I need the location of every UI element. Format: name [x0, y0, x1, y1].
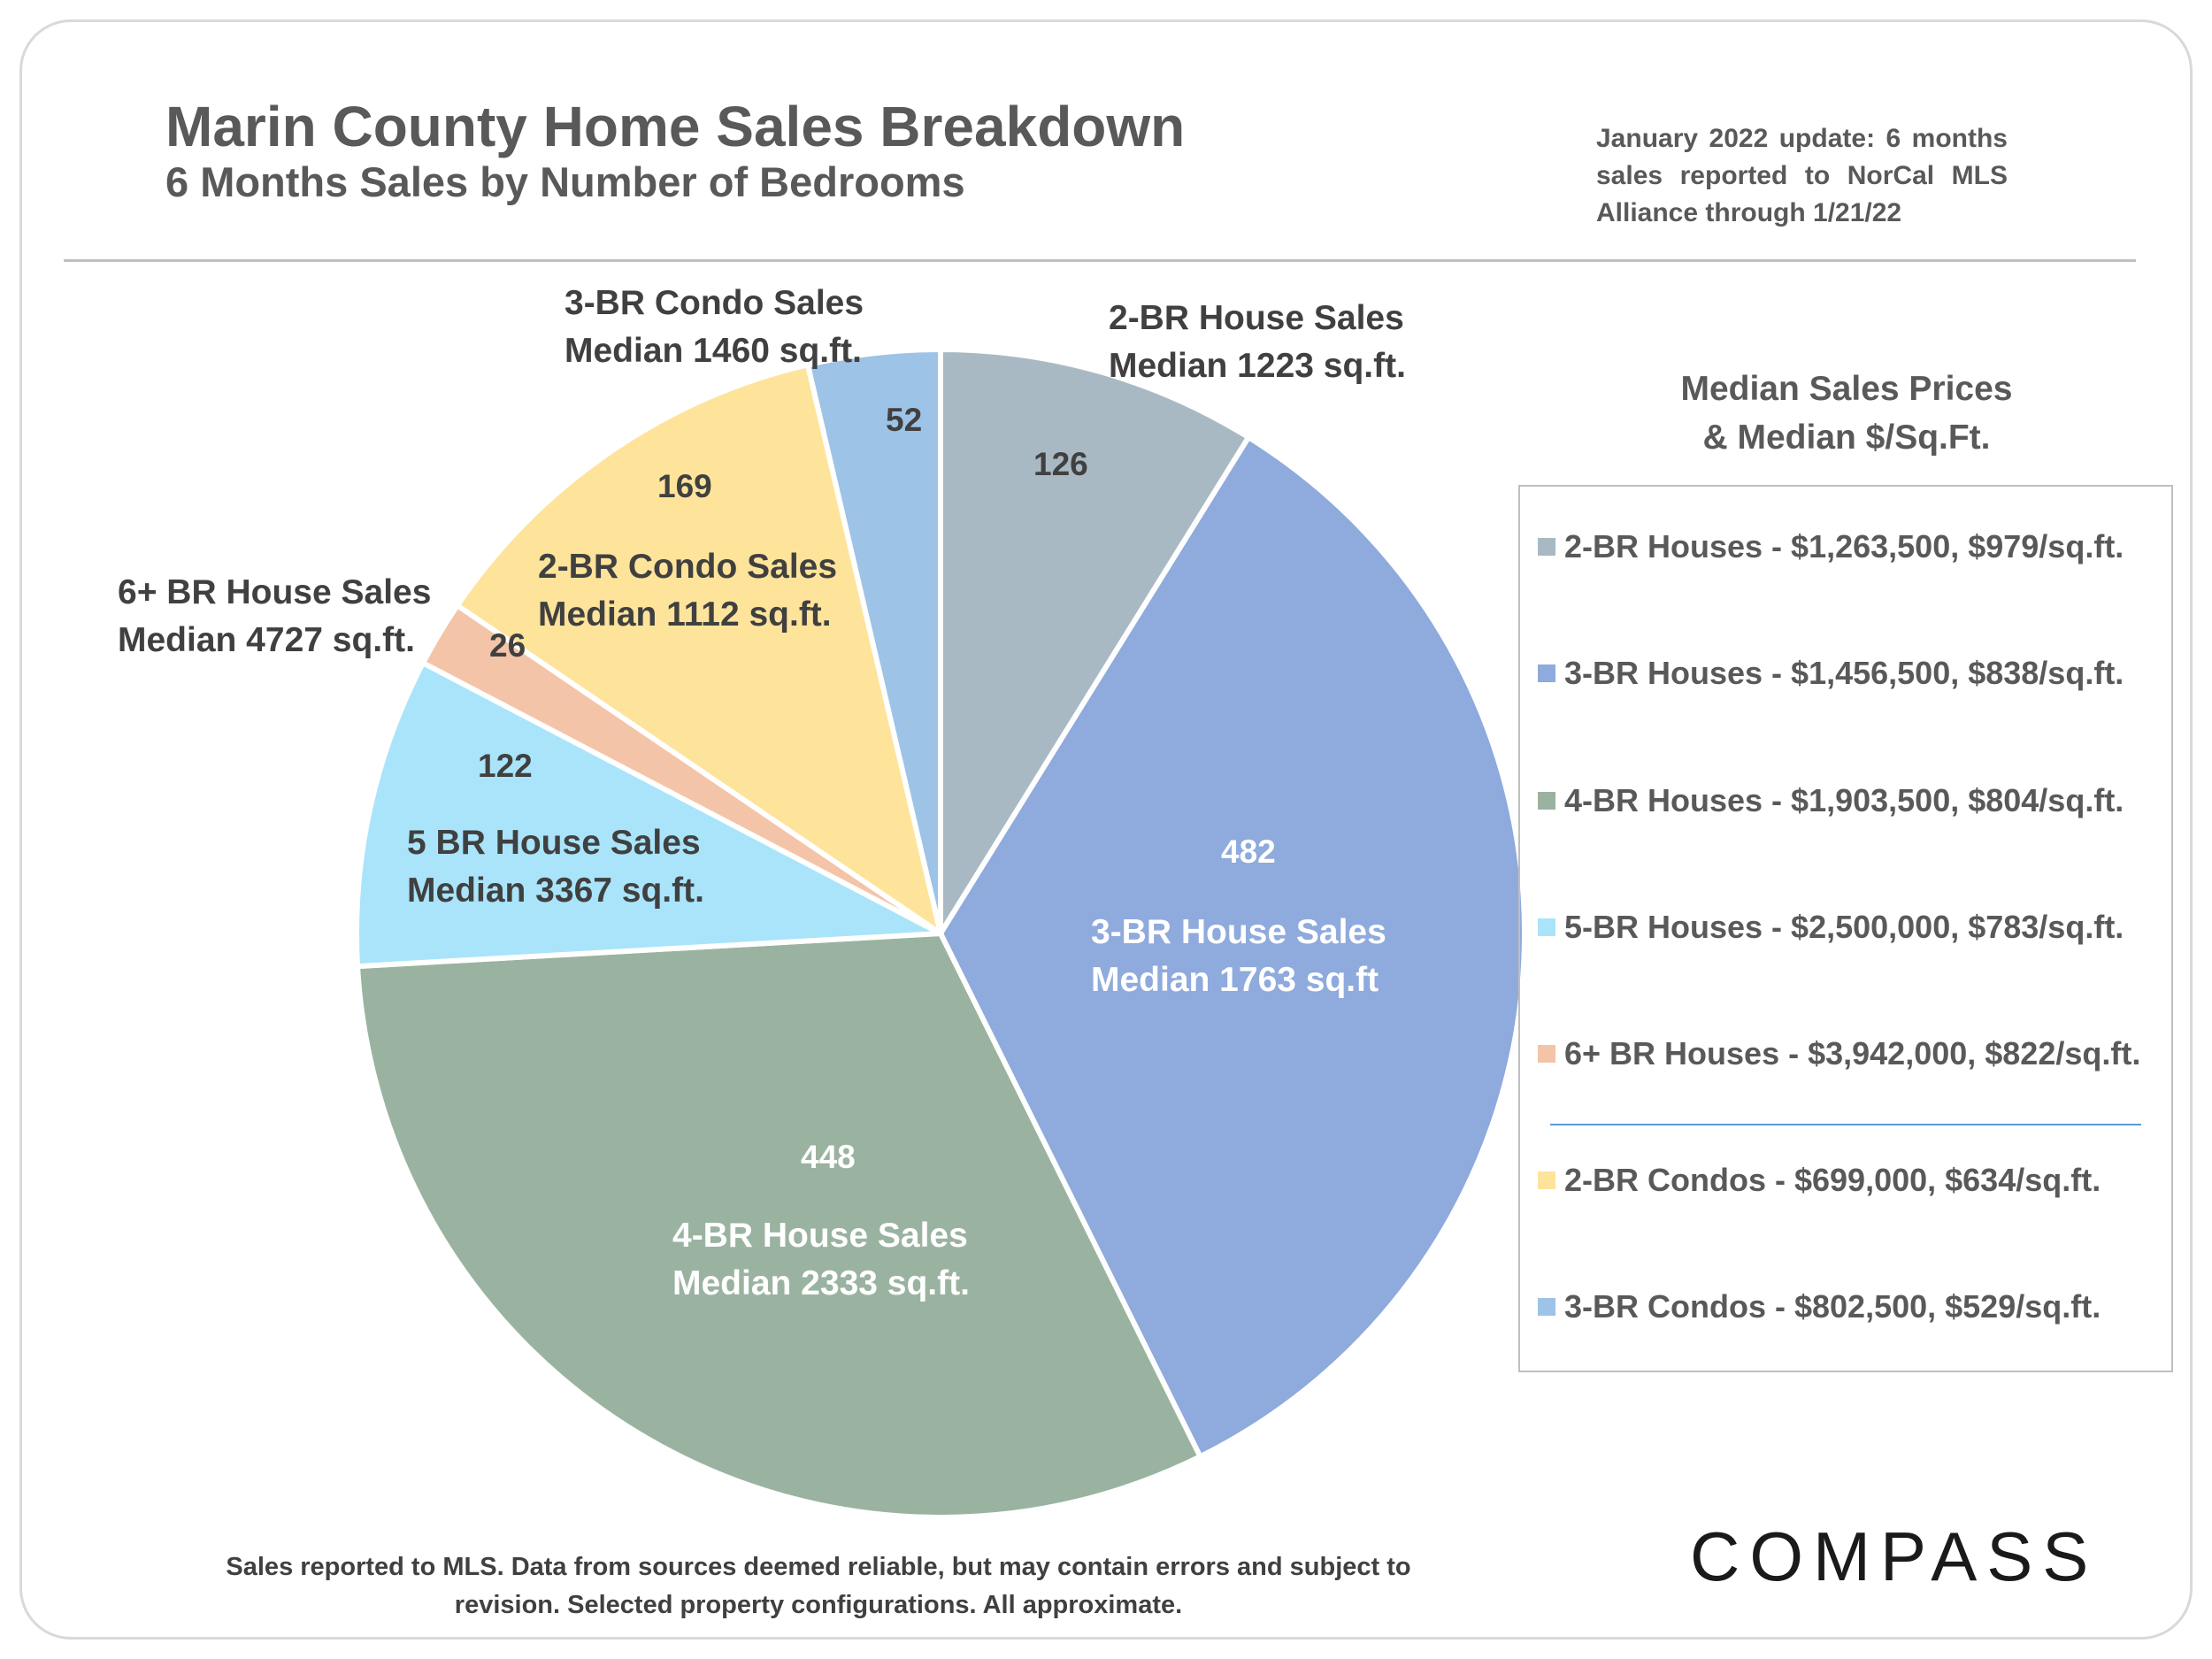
slice-name-label: 3-BR House Sales Median 1763 sq.ft — [1091, 913, 1386, 999]
legend-item: 4-BR Houses - $1,903,500, $804/sq.ft. — [1538, 782, 2124, 818]
slice-name-label: 6+ BR House Sales Median 4727 sq.ft. — [118, 573, 431, 659]
legend-label: 3-BR Condos - $802,500, $529/sq.ft. — [1564, 1288, 2101, 1325]
legend-heading: Median Sales Prices & Median $/Sq.Ft. — [1517, 365, 2177, 462]
slice-name-line2: Median 3367 sq.ft. — [407, 872, 704, 910]
slice-name-line1: 6+ BR House Sales — [118, 573, 431, 611]
legend-swatch — [1538, 664, 1555, 682]
slice-name-line1: 2-BR House Sales — [1109, 299, 1404, 337]
legend-label: 5-BR Houses - $2,500,000, $783/sq.ft. — [1564, 909, 2124, 945]
slice-value-label: 52 — [886, 402, 922, 438]
slice-value-label: 482 — [1221, 833, 1276, 870]
legend-item: 5-BR Houses - $2,500,000, $783/sq.ft. — [1538, 909, 2124, 945]
legend-label: 3-BR Houses - $1,456,500, $838/sq.ft. — [1564, 655, 2124, 691]
slice-name-line2: Median 1112 sq.ft. — [538, 595, 832, 634]
compass-logo: COMPASS — [1690, 1517, 2099, 1595]
slice-name-line1: 3-BR Condo Sales — [565, 284, 864, 322]
legend-heading-line1: Median Sales Prices — [1680, 370, 2013, 408]
pie-slice — [938, 347, 1252, 936]
slice-name-label: 4-BR House Sales Median 2333 sq.ft. — [672, 1217, 970, 1302]
legend-item: 3-BR Houses - $1,456,500, $838/sq.ft. — [1538, 655, 2124, 691]
slice-name-line2: Median 1223 sq.ft. — [1109, 347, 1406, 385]
slice-name-label: 3-BR Condo Sales Median 1460 sq.ft. — [565, 284, 864, 370]
legend-label: 6+ BR Houses - $3,942,000, $822/sq.ft. — [1564, 1035, 2141, 1071]
slice-name-line1: 3-BR House Sales — [1091, 913, 1386, 951]
slice-name-label: 2-BR Condo Sales Median 1112 sq.ft. — [538, 548, 837, 634]
legend-swatch — [1538, 792, 1555, 810]
legend-item: 6+ BR Houses - $3,942,000, $822/sq.ft. — [1538, 1035, 2141, 1071]
legend-swatch — [1538, 918, 1555, 936]
slice-name-line2: Median 1763 sq.ft — [1091, 961, 1379, 999]
pie-slice — [804, 347, 943, 936]
legend-swatch — [1538, 1298, 1555, 1316]
legend-heading-line2: & Median $/Sq.Ft. — [1702, 419, 1991, 457]
legend-divider — [1550, 1124, 2141, 1125]
legend-label: 2-BR Houses - $1,263,500, $979/sq.ft. — [1564, 528, 2124, 565]
pie-slice — [355, 931, 1203, 1520]
legend-swatch — [1538, 1045, 1555, 1063]
legend-item: 2-BR Condos - $699,000, $634/sq.ft. — [1538, 1162, 2101, 1198]
slice-name-line2: Median 2333 sq.ft. — [672, 1264, 970, 1302]
legend-swatch — [1538, 1171, 1555, 1189]
legend-box — [1518, 485, 2173, 1372]
slice-value-label: 126 — [1033, 446, 1088, 482]
slice-name-line2: Median 4727 sq.ft. — [118, 621, 415, 659]
legend-item: 3-BR Condos - $802,500, $529/sq.ft. — [1538, 1288, 2101, 1325]
pie-slice — [354, 660, 943, 970]
slice-value-label: 122 — [478, 748, 533, 784]
header-divider — [64, 259, 2136, 262]
slice-value-label: 448 — [801, 1139, 856, 1175]
legend-label: 4-BR Houses - $1,903,500, $804/sq.ft. — [1564, 782, 2124, 818]
legend-label: 2-BR Condos - $699,000, $634/sq.ft. — [1564, 1162, 2101, 1198]
update-note: January 2022 update: 6 months sales repo… — [1596, 124, 2008, 227]
pie-slice — [454, 362, 943, 936]
slice-value-label: 169 — [657, 468, 712, 504]
chart-title: Marin County Home Sales Breakdown — [165, 95, 1186, 158]
slice-name-line1: 5 BR House Sales — [407, 824, 701, 862]
slice-name-line1: 2-BR Condo Sales — [538, 548, 837, 586]
slice-name-label: 5 BR House Sales Median 3367 sq.ft. — [407, 824, 704, 910]
legend-swatch — [1538, 538, 1555, 556]
footnote: Sales reported to MLS. Data from sources… — [226, 1553, 1411, 1619]
slice-value-label: 26 — [489, 627, 526, 664]
pie-slice — [938, 434, 1527, 1460]
slice-name-label: 2-BR House Sales Median 1223 sq.ft. — [1109, 299, 1406, 385]
slice-name-line1: 4-BR House Sales — [672, 1217, 968, 1255]
slice-name-line2: Median 1460 sq.ft. — [565, 332, 862, 370]
legend-item: 2-BR Houses - $1,263,500, $979/sq.ft. — [1538, 528, 2124, 565]
chart-subtitle: 6 Months Sales by Number of Bedrooms — [165, 158, 965, 205]
